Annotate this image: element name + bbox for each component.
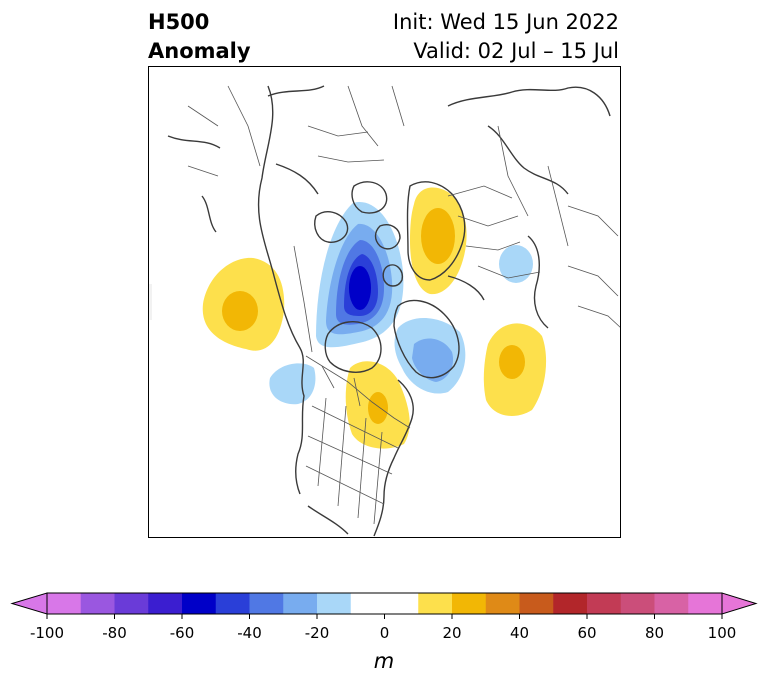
colorbar-bin [418, 593, 453, 614]
anomaly-positive-pacific [202, 257, 285, 351]
colorbar-tick-label: -100 [30, 624, 64, 642]
colorbar-bin [114, 593, 149, 614]
anomaly-map [148, 66, 621, 538]
colorbar-bin [317, 593, 352, 614]
map-title: H500 Anomaly [148, 8, 251, 66]
colorbar-tick-label: 80 [645, 624, 664, 642]
colorbar-bin [519, 593, 554, 614]
colorbar-tick-label: -80 [102, 624, 127, 642]
coastlines [167, 85, 611, 537]
valid-period: Valid: 02 Jul – 15 Jul [413, 39, 619, 63]
colorbar-bin [688, 593, 723, 614]
colorbar-bin [47, 593, 82, 614]
colorbar-bin [215, 593, 250, 614]
map-edge-gap [148, 284, 152, 320]
anomaly-negative-russia [499, 245, 533, 283]
colorbar-tick-label: 20 [442, 624, 461, 642]
colorbar-tick-label: 40 [510, 624, 529, 642]
colorbar-tick-label: 0 [380, 624, 390, 642]
title-variable: H500 [148, 10, 210, 34]
colorbar-extend-low [10, 592, 48, 615]
colorbar-bins [10, 592, 758, 615]
anomaly-positive-scandinavia [410, 187, 467, 295]
colorbar-tick-label: 100 [708, 624, 737, 642]
colorbar-bin [587, 593, 622, 614]
colorbar-bin [249, 593, 284, 614]
colorbar-ticks: -100 -80 -60 -40 -20 0 20 40 60 80 100 [30, 614, 736, 642]
colorbar-bin [620, 593, 655, 614]
colorbar-tick-label: -60 [170, 624, 195, 642]
colorbar-bin [350, 593, 419, 614]
colorbar-unit-label: m [374, 649, 394, 673]
colorbar-extend-high [721, 592, 758, 615]
colorbar-tick-label: -20 [305, 624, 330, 642]
map-dates: Init: Wed 15 Jun 2022 Valid: 02 Jul – 15… [393, 8, 619, 66]
colorbar-bin [148, 593, 183, 614]
colorbar-bin [283, 593, 318, 614]
anomaly-negative-greenland [394, 317, 466, 394]
anomaly-fills [202, 187, 547, 449]
colorbar-bin [80, 593, 115, 614]
colorbar-bin [452, 593, 487, 614]
anomaly-positive-canada [345, 361, 410, 449]
colorbar-tick-label: -40 [237, 624, 262, 642]
title-field: Anomaly [148, 39, 251, 63]
map-frame [148, 66, 621, 538]
init-date: Init: Wed 15 Jun 2022 [392, 10, 619, 34]
colorbar-bin [654, 593, 689, 614]
country-borders [187, 85, 621, 525]
anomaly-negative-arctic [316, 201, 404, 348]
colorbar-bin [553, 593, 588, 614]
colorbar-bin [182, 593, 217, 614]
colorbar-tick-label: 60 [577, 624, 596, 642]
colorbar-bin [485, 593, 520, 614]
colorbar: -100 -80 -60 -40 -20 0 20 40 60 80 100 m [10, 592, 758, 673]
anomaly-positive-atlantic [483, 323, 547, 416]
